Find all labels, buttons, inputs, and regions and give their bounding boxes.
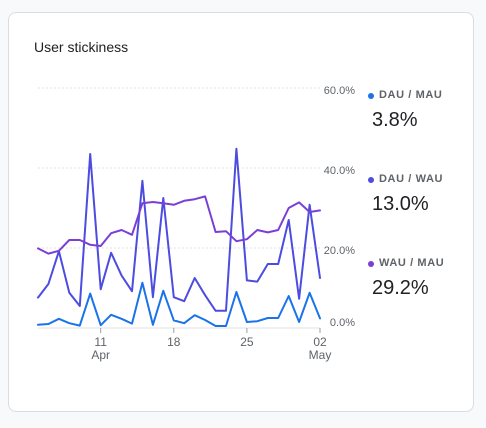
series-line-wau-mau: [37, 195, 321, 255]
legend-series-name: WAU / MAU: [379, 257, 445, 269]
x-tick-label: 02: [313, 335, 327, 349]
x-tick-label: 25: [240, 335, 254, 349]
y-tick-label: 60.0%: [324, 85, 355, 97]
legend-value: 13.0%: [372, 193, 429, 215]
y-tick-label: 20.0%: [324, 245, 355, 257]
legend-value: 3.8%: [372, 109, 418, 131]
series-line-dau-mau: [37, 281, 321, 327]
x-tick-sublabel: May: [309, 348, 332, 362]
legend-dot-icon: [368, 177, 374, 183]
legend-label: DAU / WAU: [368, 172, 464, 187]
legend-series-name: DAU / MAU: [379, 89, 443, 101]
x-tick-label: 18: [167, 335, 181, 349]
y-tick-label: 40.0%: [324, 165, 355, 177]
legend-value: 29.2%: [372, 277, 429, 299]
legend-series-name: DAU / WAU: [379, 173, 444, 185]
x-tick-sublabel: Apr: [91, 348, 110, 362]
legend-dot-icon: [368, 93, 374, 99]
y-tick-label: 0.0%: [330, 317, 355, 329]
legend-label: WAU / MAU: [368, 256, 464, 271]
legend-item-dau-mau: DAU / MAU 3.8%: [368, 88, 464, 132]
legend-item-dau-wau: DAU / WAU 13.0%: [368, 172, 464, 216]
legend-dot-icon: [368, 261, 374, 267]
x-tick-label: 11: [94, 335, 107, 349]
legend-label: DAU / MAU: [368, 88, 464, 103]
card-title: User stickiness: [34, 39, 129, 55]
legend-item-wau-mau: WAU / MAU 29.2%: [368, 256, 464, 300]
series-line-dau-wau: [37, 147, 321, 312]
